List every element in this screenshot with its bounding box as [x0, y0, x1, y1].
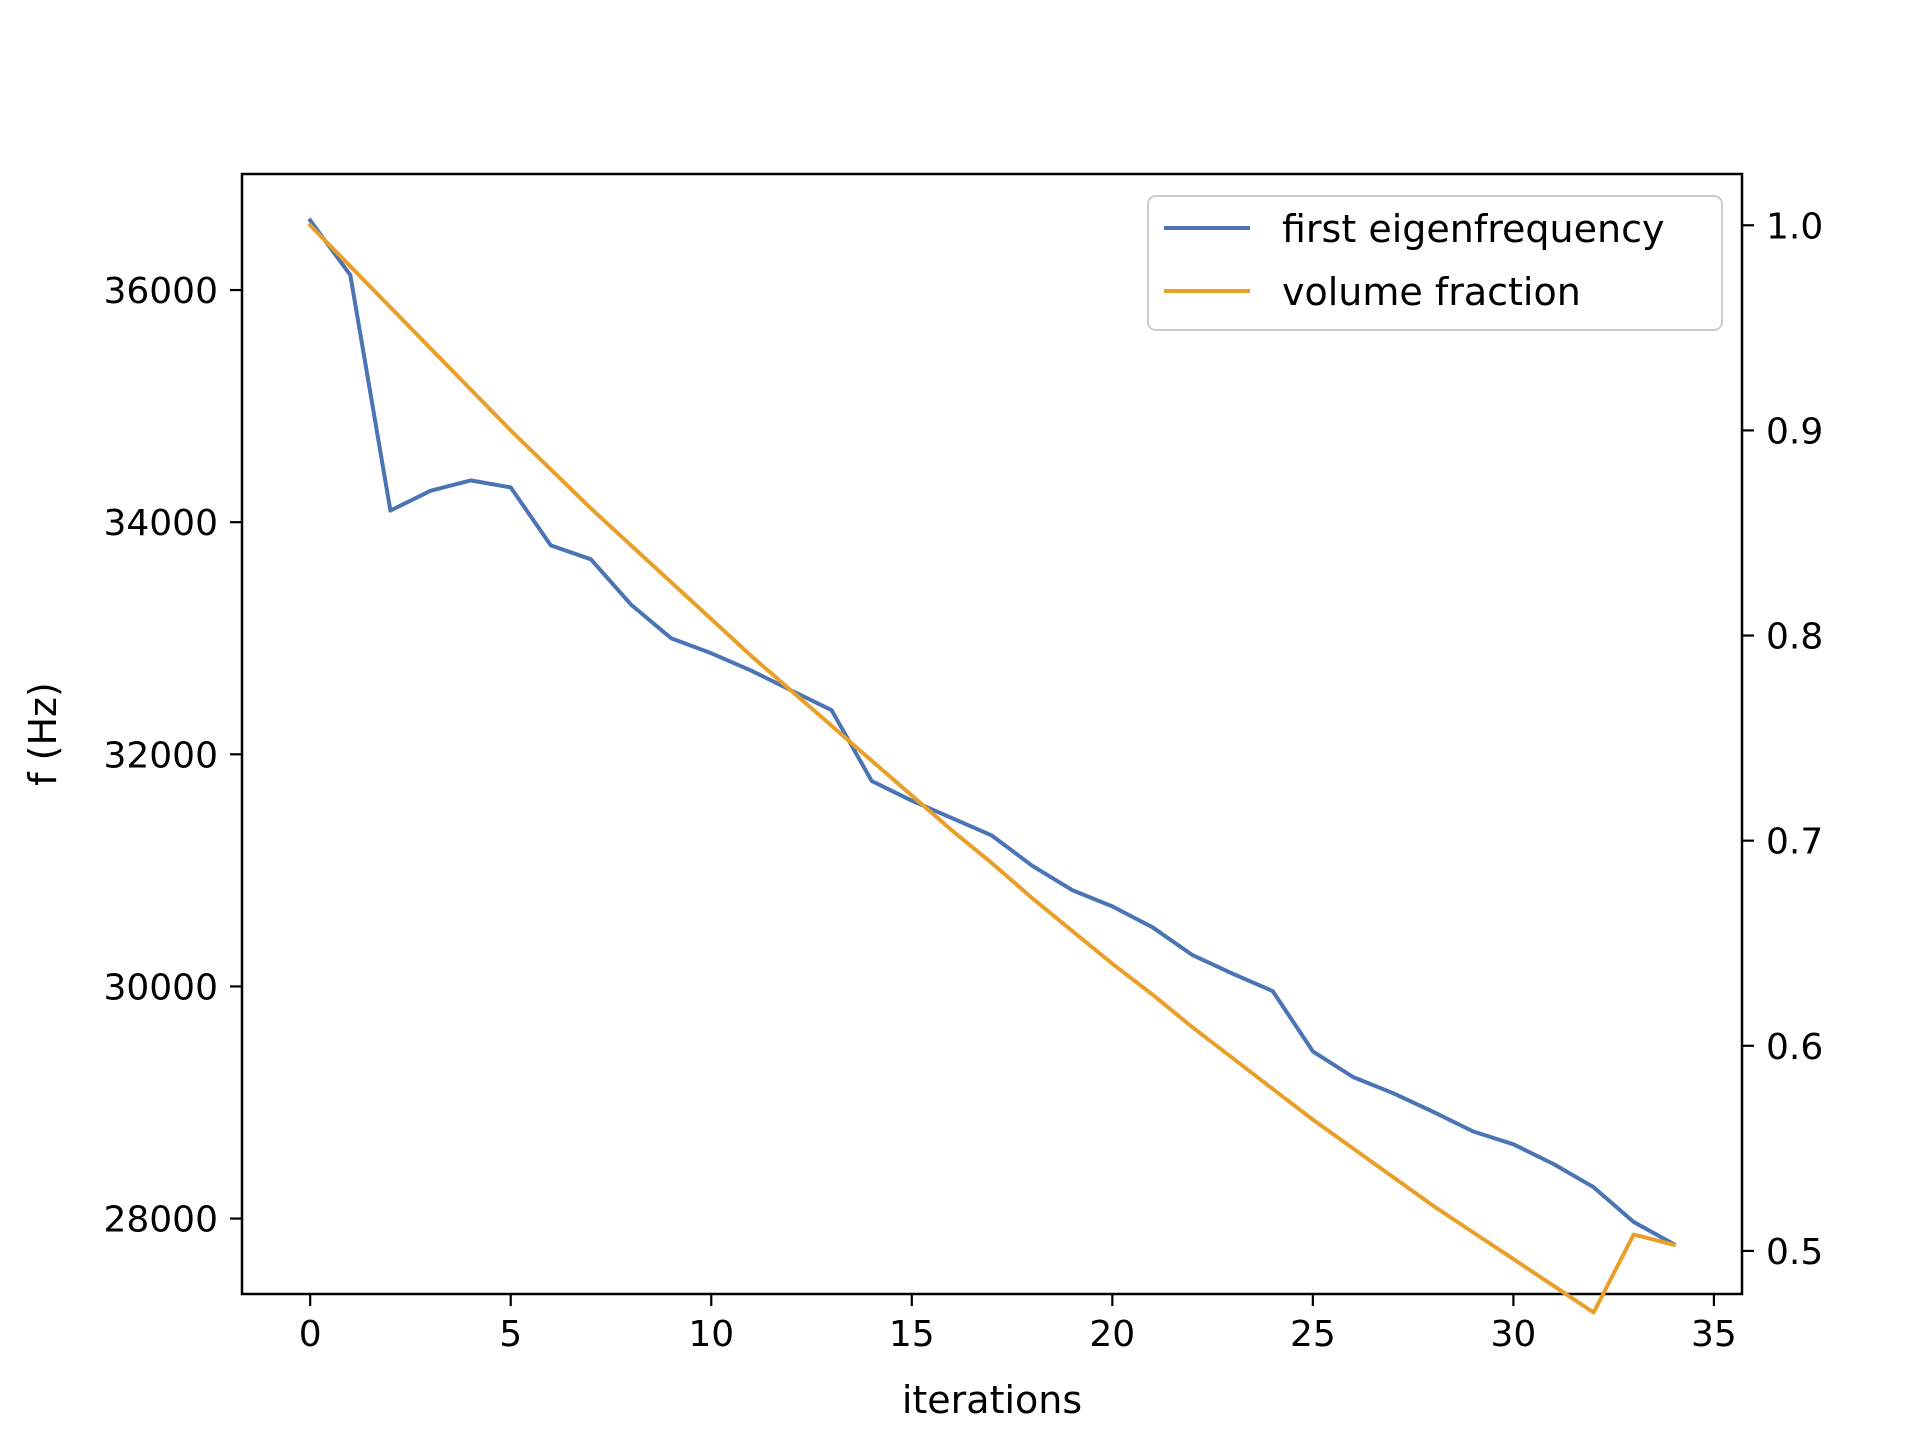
legend-box [1147, 195, 1723, 331]
series-line-volume-fraction [307, 222, 1677, 1315]
y2-tick-label: 0.5 [1766, 1232, 1823, 1273]
x-tick-label: 20 [1089, 1314, 1135, 1355]
x-axis-label: iterations [902, 1378, 1082, 1422]
y2-tick-label: 0.8 [1766, 617, 1823, 658]
x-tick-label: 30 [1490, 1314, 1536, 1355]
y-axis-label: f (Hz) [21, 682, 65, 786]
y-axis-ticks: 28000 30000 32000 34000 36000 [103, 271, 242, 1241]
x-tick-label: 25 [1290, 1314, 1336, 1355]
y-tick-label: 28000 [103, 1200, 218, 1241]
x-tick-label: 15 [889, 1314, 935, 1355]
legend-label-volume-fraction: volume fraction [1282, 270, 1581, 314]
series-lines [307, 217, 1677, 1315]
y2-axis-ticks: 0.5 0.6 0.7 0.8 0.9 1.0 [1742, 206, 1823, 1273]
y-tick-label: 32000 [103, 735, 218, 776]
x-axis-ticks: 0 5 10 15 20 25 30 35 [299, 1294, 1737, 1355]
y-tick-label: 30000 [103, 967, 218, 1008]
series-line-first-eigenfrequency [307, 217, 1677, 1247]
x-tick-label: 35 [1691, 1314, 1737, 1355]
legend: first eigenfrequency volume fraction [1147, 195, 1723, 331]
x-tick-label: 10 [688, 1314, 734, 1355]
plot-frame [240, 172, 1744, 1296]
legend-label-first-eigenfrequency: first eigenfrequency [1282, 207, 1664, 251]
y-tick-label: 34000 [103, 503, 218, 544]
x-tick-label: 0 [299, 1314, 322, 1355]
y-tick-label: 36000 [103, 271, 218, 312]
y2-tick-label: 0.6 [1766, 1027, 1823, 1068]
y2-tick-label: 0.7 [1766, 822, 1823, 863]
y2-tick-label: 0.9 [1766, 411, 1823, 452]
y2-tick-label: 1.0 [1766, 206, 1823, 247]
x-tick-label: 5 [499, 1314, 522, 1355]
